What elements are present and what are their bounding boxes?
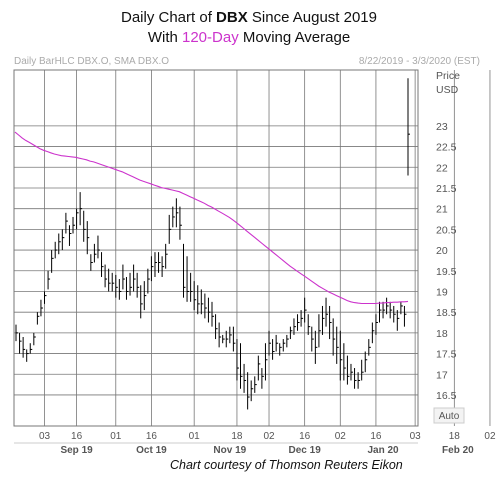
title-line-1-suffix: Since August 2019 xyxy=(247,9,377,26)
y-tick-label: 22.5 xyxy=(436,142,457,154)
x-tick-label: 02 xyxy=(335,431,347,442)
x-month-label: Oct 19 xyxy=(136,445,167,456)
chart-credit: Chart courtesy of Thomson Reuters Eikon xyxy=(170,458,403,472)
sma-line xyxy=(14,131,409,305)
y-tick-label: 17.5 xyxy=(436,349,457,361)
title-line-2-suffix: Moving Average xyxy=(238,29,351,46)
title-line-2: With 120-Day Moving Average xyxy=(0,28,498,48)
title-line-1-prefix: Daily Chart of xyxy=(121,9,217,26)
y-tick-label: 22 xyxy=(436,162,448,174)
x-tick-label: 01 xyxy=(189,431,201,442)
axis-title-usd: USD xyxy=(436,84,459,96)
x-tick-label: 03 xyxy=(410,431,422,442)
title-line-2-prefix: With xyxy=(147,29,182,46)
x-tick-label: 16 xyxy=(299,431,311,442)
y-tick-label: 23 xyxy=(436,121,448,133)
x-month-label: Dec 19 xyxy=(289,445,322,456)
x-tick-label: 18 xyxy=(231,431,243,442)
title-ticker: DBX xyxy=(216,9,248,26)
price-bars xyxy=(15,78,410,410)
x-tick-label: 02 xyxy=(484,431,496,442)
chart-header-left: Daily BarHLC DBX.O, SMA DBX.O xyxy=(14,56,169,67)
x-tick-label: 16 xyxy=(71,431,83,442)
axis-title-price: Price xyxy=(436,70,460,82)
y-tick-label: 20.5 xyxy=(436,224,457,236)
title-highlight: 120-Day xyxy=(182,29,239,46)
chart-header-right: 8/22/2019 - 3/3/2020 (EST) xyxy=(359,56,480,67)
y-tick-label: 18 xyxy=(436,328,448,340)
chart-title: Daily Chart of DBX Since August 2019 Wit… xyxy=(0,8,498,48)
y-tick-label: 21.5 xyxy=(436,183,457,195)
x-tick-label: 02 xyxy=(263,431,275,442)
y-tick-label: 17 xyxy=(436,369,448,381)
auto-scale-button[interactable] xyxy=(433,407,465,424)
y-tick-label: 18.5 xyxy=(436,307,457,319)
x-month-label: Jan 20 xyxy=(367,445,399,456)
x-tick-label: 18 xyxy=(449,431,461,442)
y-tick-label: 16.5 xyxy=(436,390,457,402)
y-axis: 16.5 17 17.5 18 18.5 19 19.5 20 20.5 21 21.5 22 22.5… xyxy=(436,121,457,402)
x-axis: 03 16 01 16 01 18 02 16 02 16 03 18 02 Sep 19 Oct 19 No… xyxy=(14,431,496,456)
y-tick-label: 20 xyxy=(436,245,448,257)
title-line-1: Daily Chart of DBX Since August 2019 xyxy=(0,8,498,28)
x-month-label: Nov 19 xyxy=(213,445,246,456)
y-tick-label: 19.5 xyxy=(436,266,457,278)
x-tick-label: 16 xyxy=(370,431,382,442)
grid-lines xyxy=(14,70,491,426)
x-tick-label: 01 xyxy=(110,431,122,442)
x-month-label: Sep 19 xyxy=(60,445,93,456)
y-tick-label: 19 xyxy=(436,286,448,298)
y-tick-label: 21 xyxy=(436,204,448,216)
x-tick-label: 16 xyxy=(146,431,158,442)
auto-scale-label: Auto xyxy=(439,411,460,422)
plot-area xyxy=(13,69,419,427)
x-month-label: Feb 20 xyxy=(442,445,474,456)
x-tick-label: 03 xyxy=(39,431,51,442)
